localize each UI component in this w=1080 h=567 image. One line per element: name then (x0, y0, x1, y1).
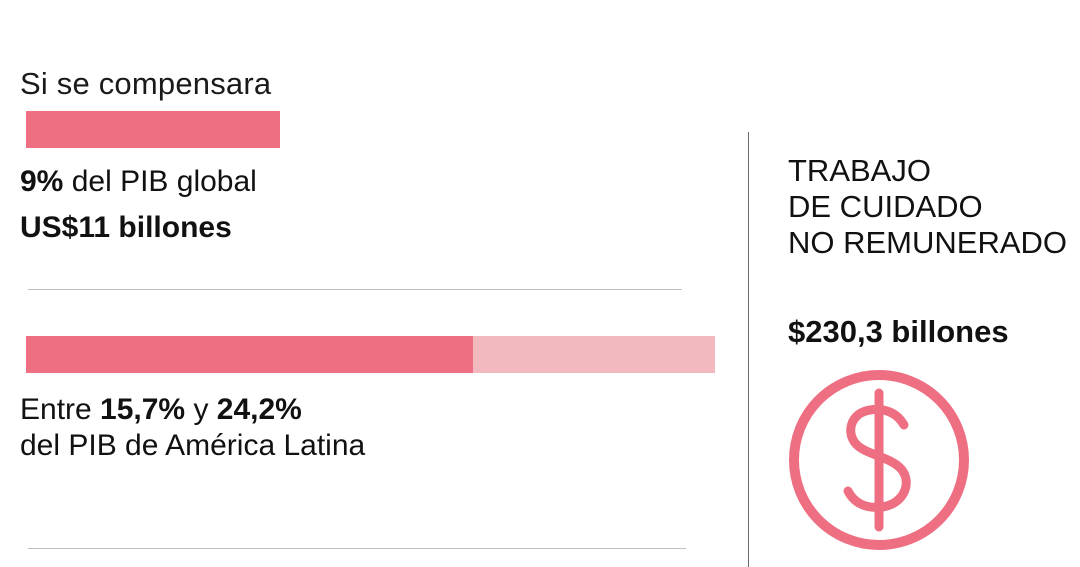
side-title: TRABAJO DE CUIDADO NO REMUNERADO (788, 153, 1067, 261)
global-amount: US$11 billones (20, 211, 232, 244)
divider-top (28, 289, 682, 290)
latam-mid: y (185, 393, 217, 426)
vertical-divider (748, 132, 749, 567)
latam-label: del PIB de América Latina (20, 429, 366, 462)
side-title-line-3: NO REMUNERADO (788, 225, 1068, 260)
global-pct: 9% (20, 165, 64, 198)
side-title-line-1: TRABAJO (788, 153, 931, 188)
latam-high-value: 24,2% (216, 393, 302, 426)
global-pct-line: 9% del PIB global (20, 164, 257, 200)
latam-prefix: Entre (20, 393, 101, 426)
bar-latam-low (26, 336, 473, 373)
side-value: $230,3 billones (788, 314, 1009, 349)
latam-range-line: Entre 15,7% y 24,2% (20, 392, 302, 428)
latam-label-line: del PIB de América Latina (20, 428, 365, 464)
dollar-icon (789, 370, 969, 550)
global-pct-label: del PIB global (63, 165, 257, 198)
bar-global-gdp (26, 111, 280, 148)
divider-bottom (28, 548, 686, 549)
global-amount-line: US$11 billones (20, 210, 232, 246)
heading: Si se compensara (20, 66, 272, 101)
side-title-line-2: DE CUIDADO (788, 189, 983, 224)
latam-low-value: 15,7% (100, 393, 186, 426)
